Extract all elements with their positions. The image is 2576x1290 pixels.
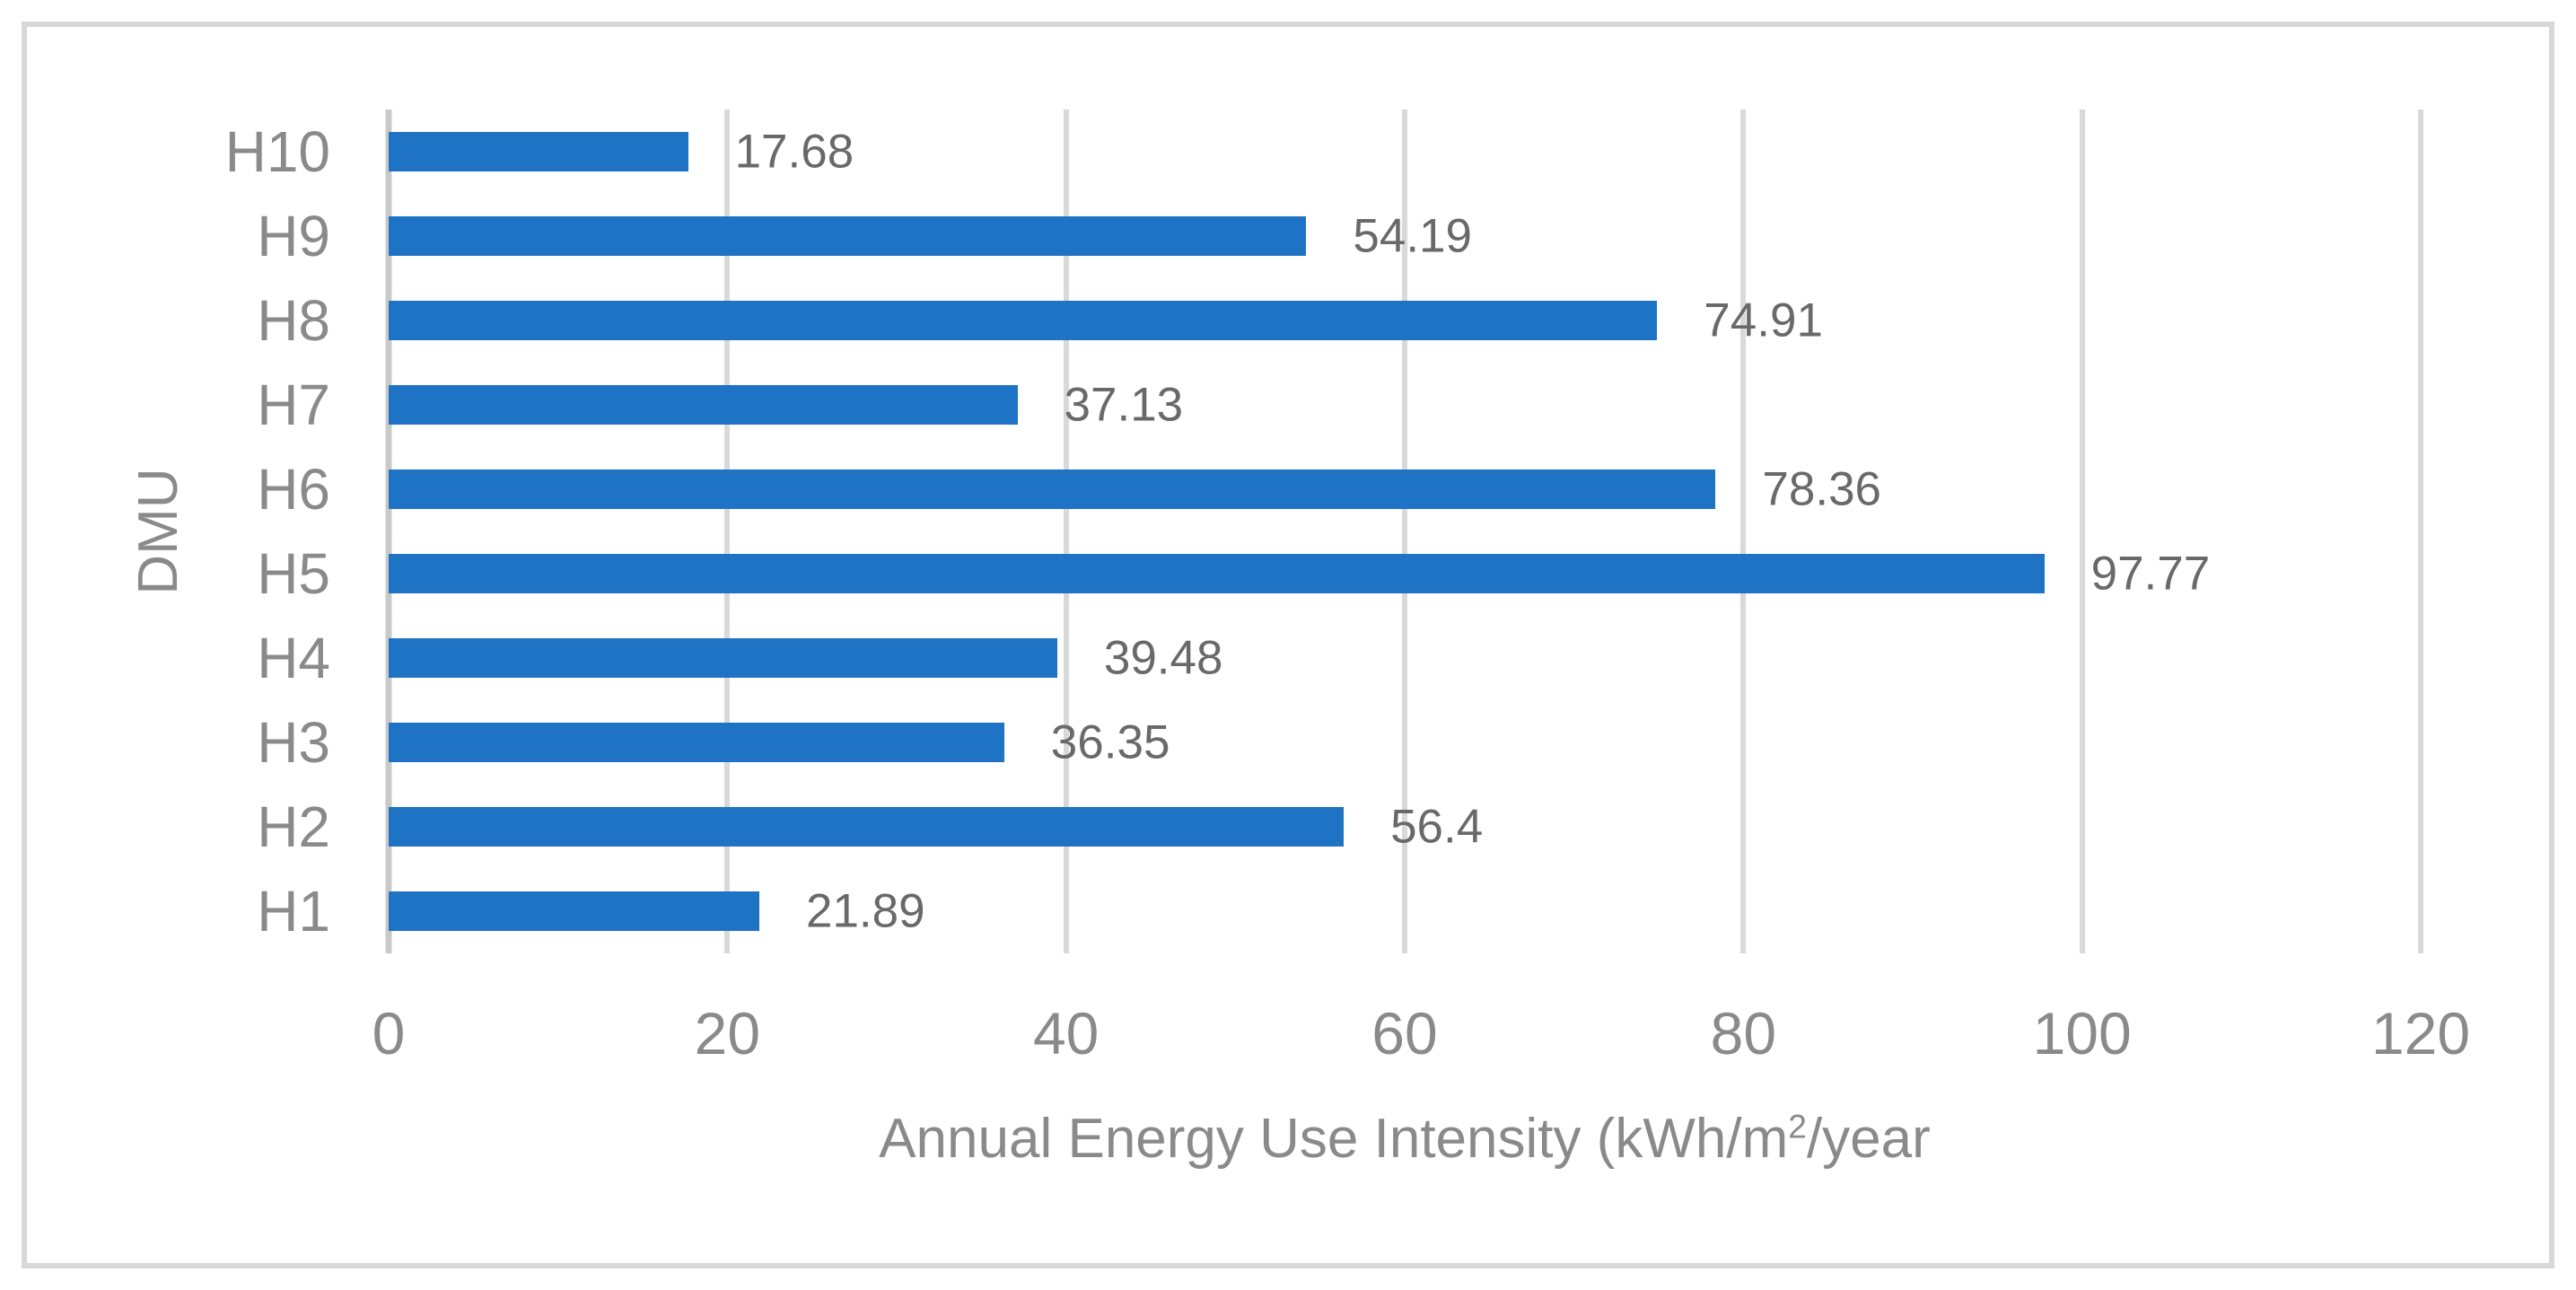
- category-label: H1: [257, 879, 330, 943]
- bar: [389, 132, 688, 171]
- bar-value-label: 39.48: [1103, 631, 1223, 685]
- bar-row: 21.89: [389, 869, 2421, 953]
- bar: [389, 638, 1057, 678]
- bar-value-label: 37.13: [1064, 378, 1184, 432]
- bar-value-label: 56.4: [1390, 800, 1484, 854]
- category-label: H5: [257, 541, 330, 606]
- category-label: H2: [257, 794, 330, 859]
- bar-row: 36.35: [389, 700, 2421, 785]
- bar-value-label: 36.35: [1050, 715, 1170, 769]
- bar: [389, 554, 2045, 593]
- bar-value-label: 74.91: [1704, 294, 1823, 347]
- bar-row: 74.91: [389, 278, 2421, 363]
- x-axis-title-prefix: Annual Energy Use Intensity (kWh/m: [879, 1108, 1789, 1170]
- bar-value-label: 54.19: [1353, 209, 1473, 263]
- x-axis-title-suffix: /year: [1806, 1108, 1931, 1170]
- x-tick-label: 80: [1710, 1000, 1777, 1066]
- bar-rows: 17.68 54.19 74.91 37.13 78.36 97.77 39.48 36.35…: [389, 110, 2421, 953]
- bar-row: 39.48: [389, 616, 2421, 700]
- gridline: [2079, 110, 2085, 953]
- gridline: [2418, 110, 2423, 953]
- y-axis-line: [385, 110, 392, 953]
- bar-value-label: 17.68: [734, 125, 854, 179]
- x-axis-title-superscript: 2: [1788, 1107, 1807, 1145]
- bar-row: 97.77: [389, 531, 2421, 616]
- x-axis-title: Annual Energy Use Intensity (kWh/m2/year: [389, 1108, 2421, 1170]
- category-axis: H10 H9 H8 H7 H6 H5 H4 H3 H2 H1: [0, 110, 330, 953]
- bar: [389, 807, 1345, 847]
- category-label: H10: [224, 119, 330, 184]
- bar-row: 54.19: [389, 194, 2421, 278]
- gridline: [1740, 110, 1747, 953]
- x-tick-label: 0: [372, 1000, 406, 1066]
- x-axis-ticks: 0 20 40 60 80 100 120: [372, 1000, 2470, 1075]
- bar-row: 37.13: [389, 363, 2421, 447]
- bar-row: 17.68: [389, 110, 2421, 194]
- gridline: [1063, 110, 1069, 953]
- bar: [389, 723, 1004, 762]
- x-tick-label: 120: [2370, 1000, 2471, 1066]
- category-label: H4: [257, 626, 330, 690]
- category-label: H3: [257, 710, 330, 775]
- bar: [389, 385, 1018, 425]
- bar: [389, 891, 759, 931]
- x-tick-label: 20: [694, 1000, 761, 1066]
- bar: [389, 216, 1307, 256]
- gridline: [724, 110, 731, 953]
- bar: [389, 469, 1716, 509]
- x-tick-label: 60: [1371, 1000, 1438, 1066]
- bar: [389, 301, 1658, 340]
- category-label: H8: [257, 288, 330, 353]
- bar-value-label: 78.36: [1762, 462, 1882, 516]
- bar-value-label: 21.89: [805, 884, 925, 938]
- category-label: H7: [257, 373, 330, 437]
- bar-row: 56.4: [389, 785, 2421, 869]
- category-label: H6: [257, 457, 330, 522]
- bar-row: 78.36: [389, 447, 2421, 531]
- bar-value-label: 97.77: [2090, 547, 2211, 601]
- plot-area: 17.68 54.19 74.91 37.13 78.36 97.77 39.48 36.35…: [385, 110, 2423, 953]
- category-label: H9: [257, 204, 330, 268]
- gridline: [1402, 110, 1407, 953]
- x-tick-label: 100: [2032, 1000, 2132, 1066]
- x-tick-label: 40: [1032, 1000, 1100, 1066]
